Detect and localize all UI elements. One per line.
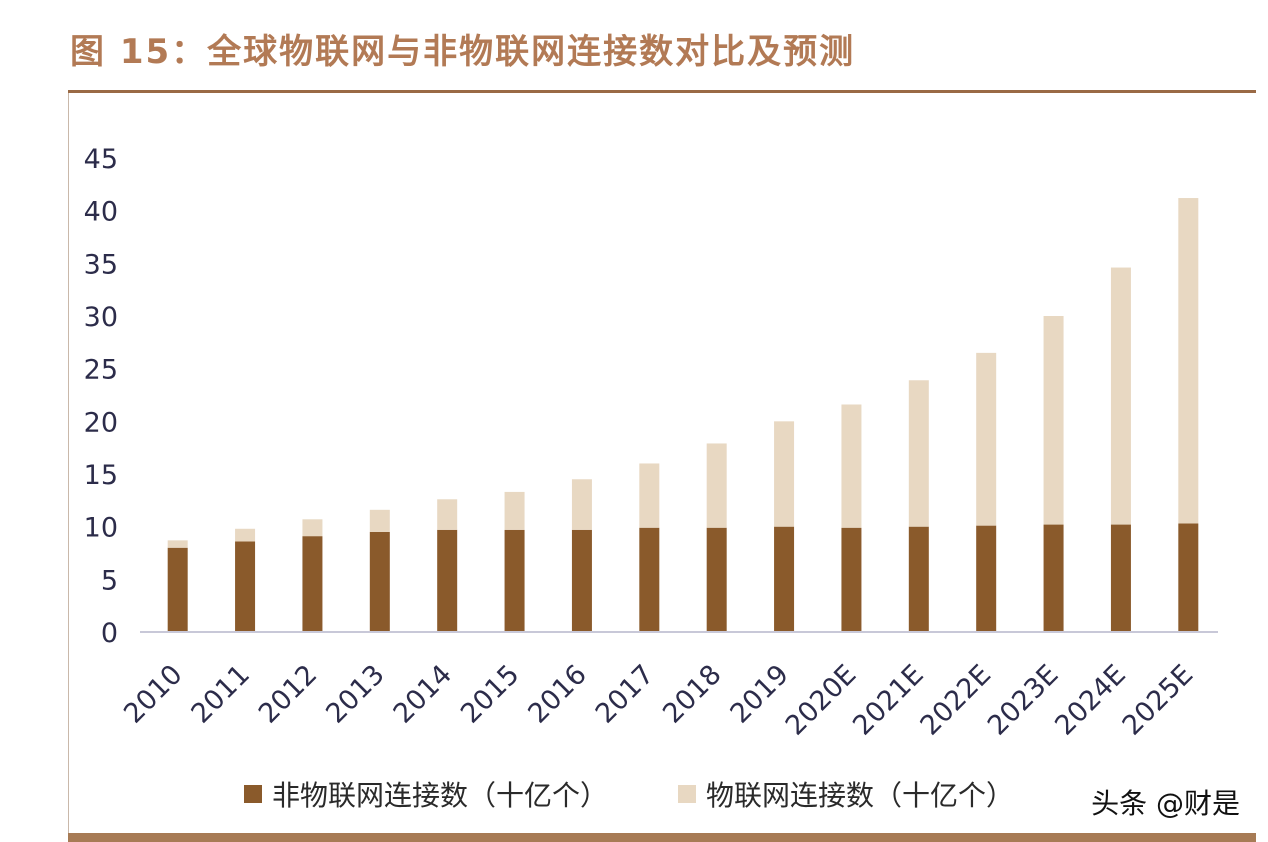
bar-iot [167,540,188,548]
y-tick-label: 40 [84,197,118,228]
y-tick-label: 25 [84,355,118,386]
bar-non-iot [167,547,188,632]
bar-iot [976,352,997,526]
y-tick-label: 20 [84,407,118,438]
top-rule [68,90,1256,93]
y-tick-label: 45 [84,144,118,175]
legend-label-non-iot: 非物联网连接数（十亿个） [272,779,609,812]
legend-swatch-non-iot [244,785,262,803]
bar-non-iot [706,527,727,632]
bar-iot [504,491,525,530]
bottom-rule [68,833,1256,842]
bar-iot [639,463,660,528]
x-tick-label: 2011 [186,659,257,730]
legend-item-iot: 物联网连接数（十亿个） [678,774,1014,814]
watermark: 头条 @财是 [1085,782,1246,822]
bar-iot [369,509,390,532]
bar-iot [1043,316,1064,525]
y-tick-label: 10 [84,513,118,544]
legend-swatch-iot [678,785,697,803]
legend-item-non-iot: 非物联网连接数（十亿个） [244,774,608,814]
bar-non-iot [302,536,323,632]
left-frame-line [68,93,69,833]
x-tick-label: 2015 [455,659,526,730]
x-tick-label: 2018 [657,659,728,730]
bar-non-iot [1178,523,1199,632]
bar-iot [437,499,458,530]
x-tick-label: 2013 [320,659,391,730]
bar-iot [235,528,256,542]
y-tick-label: 35 [84,249,118,280]
bar-non-iot [976,525,997,632]
x-tick-label: 2020E [780,659,863,742]
y-tick-label: 30 [84,302,118,333]
bar-non-iot [437,529,458,632]
bar-non-iot [639,527,660,632]
bar-iot [1110,267,1131,525]
x-tick-label: 2012 [253,659,324,730]
legend-label-iot: 物联网连接数（十亿个） [706,779,1015,812]
x-tick-label: 2017 [590,659,661,730]
x-tick-label: 2022E [915,659,998,742]
x-tick-label: 2021E [847,659,930,742]
bar-non-iot [774,526,795,632]
bar-iot [571,479,592,530]
bar-iot [841,404,862,528]
bar-iot [302,519,323,537]
y-tick-label: 15 [84,460,118,491]
y-tick-label: 0 [101,618,118,649]
figure-title: 图 15：全球物联网与非物联网连接数对比及预测 [70,32,856,72]
y-tick-label: 5 [101,565,118,596]
bar-iot [706,443,727,528]
bar-non-iot [841,527,862,632]
bar-non-iot [1043,524,1064,632]
x-tick-label: 2010 [118,659,189,730]
bar-iot [908,380,929,527]
x-tick-label: 2025E [1117,659,1200,742]
bar-iot [774,421,795,527]
bar-non-iot [571,529,592,632]
bar-non-iot [908,526,929,632]
bar-iot [1178,198,1199,524]
x-tick-label: 2016 [522,659,593,730]
bar-non-iot [369,531,390,632]
x-tick-label: 2014 [388,659,459,730]
x-tick-label: 2024E [1049,659,1132,742]
bar-non-iot [504,529,525,632]
x-tick-label: 2023E [982,659,1065,742]
chart-legend: 非物联网连接数（十亿个） 物联网连接数（十亿个） [244,774,1084,814]
bar-non-iot [235,541,256,632]
bar-non-iot [1110,524,1131,632]
